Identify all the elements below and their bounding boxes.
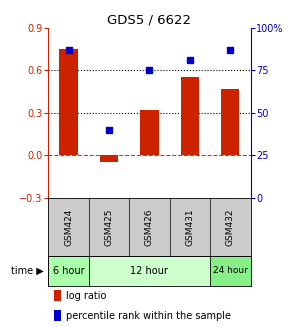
- Text: 12 hour: 12 hour: [130, 266, 168, 276]
- Text: GSM431: GSM431: [185, 208, 194, 246]
- Bar: [89, 256, 210, 285]
- Bar: [210, 256, 251, 285]
- Bar: [221, 89, 239, 155]
- Text: time ▶: time ▶: [11, 266, 43, 276]
- Bar: [54, 310, 62, 321]
- Title: GDS5 / 6622: GDS5 / 6622: [108, 14, 191, 26]
- Text: log ratio: log ratio: [66, 291, 106, 301]
- Text: 24 hour: 24 hour: [213, 267, 248, 275]
- Bar: [140, 110, 159, 155]
- Text: 6 hour: 6 hour: [53, 266, 84, 276]
- Bar: [54, 290, 62, 301]
- Text: GSM426: GSM426: [145, 208, 154, 246]
- Text: GSM425: GSM425: [105, 208, 113, 246]
- Text: GSM424: GSM424: [64, 208, 73, 246]
- Bar: [48, 256, 89, 285]
- Text: percentile rank within the sample: percentile rank within the sample: [66, 311, 231, 321]
- Bar: [100, 155, 118, 163]
- Text: GSM432: GSM432: [226, 208, 235, 246]
- Bar: [59, 49, 78, 155]
- Bar: [181, 77, 199, 155]
